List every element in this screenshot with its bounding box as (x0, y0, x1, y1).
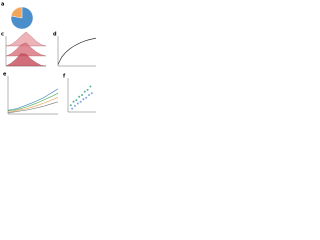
density-ridge (5, 31, 47, 47)
line (7, 101, 59, 114)
scatter-point (72, 100, 75, 103)
scatter-point (71, 107, 74, 110)
scatter-point (86, 88, 89, 91)
scatter-point (85, 96, 88, 99)
line (7, 88, 59, 111)
pie-slice (10, 6, 34, 30)
scatter-point (76, 102, 79, 105)
scatter-point (88, 94, 90, 96)
scatter-point (82, 98, 85, 101)
line (7, 96, 59, 113)
density-ridge (5, 53, 47, 67)
scatter-point (90, 92, 93, 95)
pie-slice (10, 6, 23, 19)
panel-label: e (3, 72, 7, 78)
panel-label: f (63, 74, 66, 80)
panel-label: a (1, 2, 4, 8)
scatter-point (75, 99, 78, 102)
figure: a c d e f (1, 2, 97, 115)
panel-label: c (1, 32, 4, 38)
line (57, 37, 97, 65)
density-ridge (5, 42, 47, 57)
scatter-point (74, 104, 76, 107)
panel-label: d (53, 32, 57, 38)
scatter-point (89, 85, 92, 88)
scatter-point (78, 95, 81, 98)
scatter-point (79, 100, 82, 103)
scatter-point (81, 94, 83, 96)
line (7, 92, 59, 112)
scatter-point (69, 104, 72, 107)
scatter-point (83, 90, 86, 93)
